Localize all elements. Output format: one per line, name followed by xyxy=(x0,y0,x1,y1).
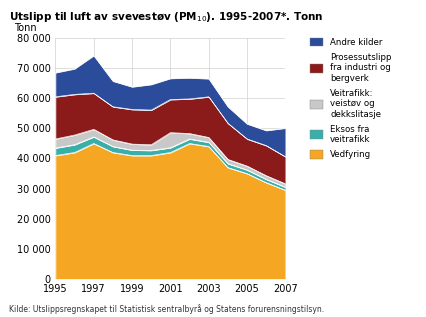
Legend: Andre kilder, Prosessutslipp
fra industri og
bergverk, Veitrafikk:
veistøv og
de: Andre kilder, Prosessutslipp fra industr… xyxy=(310,37,391,159)
Text: Utslipp til luft av svevestøv (PM$_{10}$). 1995-2007*. Tonn: Utslipp til luft av svevestøv (PM$_{10}$… xyxy=(9,10,323,23)
Text: Kilde: Utslippsregnskapet til Statistisk sentralbyrå og Statens forurensningstil: Kilde: Utslippsregnskapet til Statistisk… xyxy=(9,304,324,314)
Y-axis label: Tonn: Tonn xyxy=(14,23,37,33)
